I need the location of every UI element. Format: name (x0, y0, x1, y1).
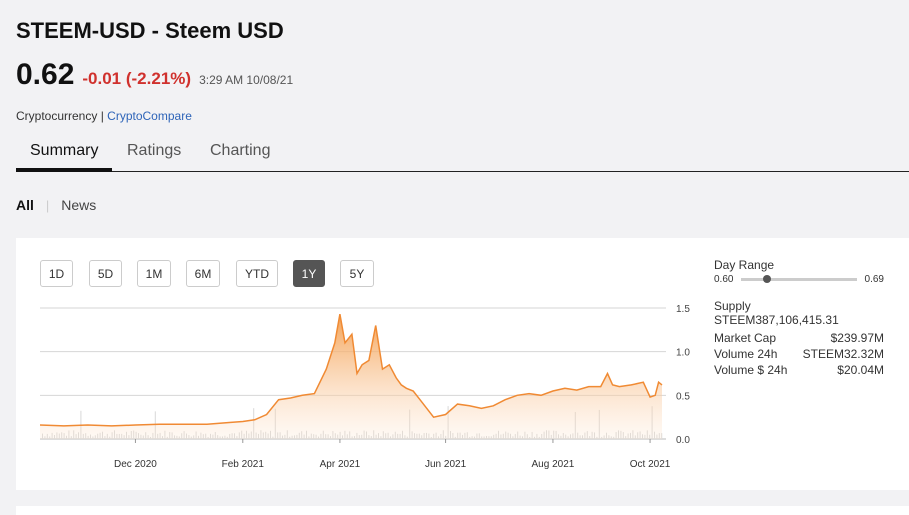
range-button-ytd[interactable]: YTD (236, 260, 278, 287)
y-tick-label: 0.5 (676, 391, 690, 402)
last-price: 0.62 (16, 58, 75, 91)
market-cap-value: $239.97M (830, 331, 884, 345)
tab-charting[interactable]: Charting (210, 142, 271, 159)
x-tick-label: Feb 2021 (222, 459, 265, 470)
supply-value: STEEM387,106,415.31 (714, 313, 839, 327)
quote-timestamp: 3:29 AM 10/08/21 (199, 73, 294, 87)
filter-all[interactable]: All (16, 197, 34, 213)
price-row: 0.62 -0.01 (-2.21%) 3:29 AM 10/08/21 (16, 58, 293, 92)
price-area (40, 314, 662, 439)
next-card (16, 506, 909, 515)
category-label: Cryptocurrency (16, 109, 98, 123)
price-chart[interactable]: 1.5 1.0 0.5 0.0 Dec 2020 Feb 2021 Apr 2021 Jun … (16, 238, 706, 490)
content-filter: All | News (16, 197, 96, 213)
active-tab-indicator (16, 168, 112, 172)
day-range-track (741, 274, 857, 283)
range-button-1m[interactable]: 1M (137, 260, 171, 287)
range-button-1y[interactable]: 1Y (293, 260, 325, 287)
meta-separator: | (100, 109, 104, 123)
filter-news[interactable]: News (61, 197, 97, 213)
day-range: 0.60 0.69 (714, 272, 884, 286)
volume-24h-label: Volume 24h (714, 347, 778, 361)
y-tick-label: 1.0 (676, 348, 690, 359)
x-tick-label: Jun 2021 (425, 459, 467, 470)
y-tick-label: 1.5 (676, 304, 690, 315)
market-cap-label: Market Cap (714, 331, 777, 345)
x-tick-label: Dec 2020 (114, 459, 157, 470)
y-tick-label: 0.0 (676, 435, 690, 446)
x-tick-label: Aug 2021 (532, 459, 575, 470)
page-title: STEEM-USD - Steem USD (16, 18, 284, 43)
range-button-5y[interactable]: 5Y (340, 260, 374, 287)
day-range-label: Day Range (714, 258, 775, 272)
volume-usd-value: $20.04M (837, 363, 884, 377)
volume-24h-value: STEEM32.32M (802, 347, 884, 361)
range-button-1d[interactable]: 1D (40, 260, 73, 287)
filter-separator: | (45, 197, 50, 213)
quote-stats: Day Range 0.60 0.69 Supply STEEM387,106,… (714, 258, 884, 379)
price-line (39, 313, 663, 427)
source-link[interactable]: CryptoCompare (107, 109, 192, 123)
day-range-high: 0.69 (864, 273, 884, 285)
supply-label: Supply (714, 299, 751, 313)
range-button-5d[interactable]: 5D (89, 260, 122, 287)
volume-usd-label: Volume $ 24h (714, 363, 788, 377)
volume-24h-row: Volume 24h STEEM32.32M (714, 347, 884, 363)
x-tick-label: Oct 2021 (630, 459, 671, 470)
chart-card: 1D 5D 1M 6M YTD 1Y 5Y 1.5 1.0 0.5 0.0 Dec 20… (16, 238, 909, 490)
market-cap-row: Market Cap $239.97M (714, 331, 884, 347)
price-change: -0.01 (-2.21%) (82, 69, 192, 88)
x-tick-label: Apr 2021 (320, 459, 361, 470)
tab-ratings[interactable]: Ratings (127, 142, 182, 159)
day-range-marker (763, 274, 772, 283)
tab-summary[interactable]: Summary (30, 142, 99, 159)
quote-meta: Cryptocurrency | CryptoCompare (16, 109, 192, 123)
day-range-low: 0.60 (714, 273, 734, 285)
range-button-6m[interactable]: 6M (186, 260, 220, 287)
volume-usd-row: Volume $ 24h $20.04M (714, 363, 884, 379)
tab-bar: Summary Ratings Charting (16, 139, 909, 172)
